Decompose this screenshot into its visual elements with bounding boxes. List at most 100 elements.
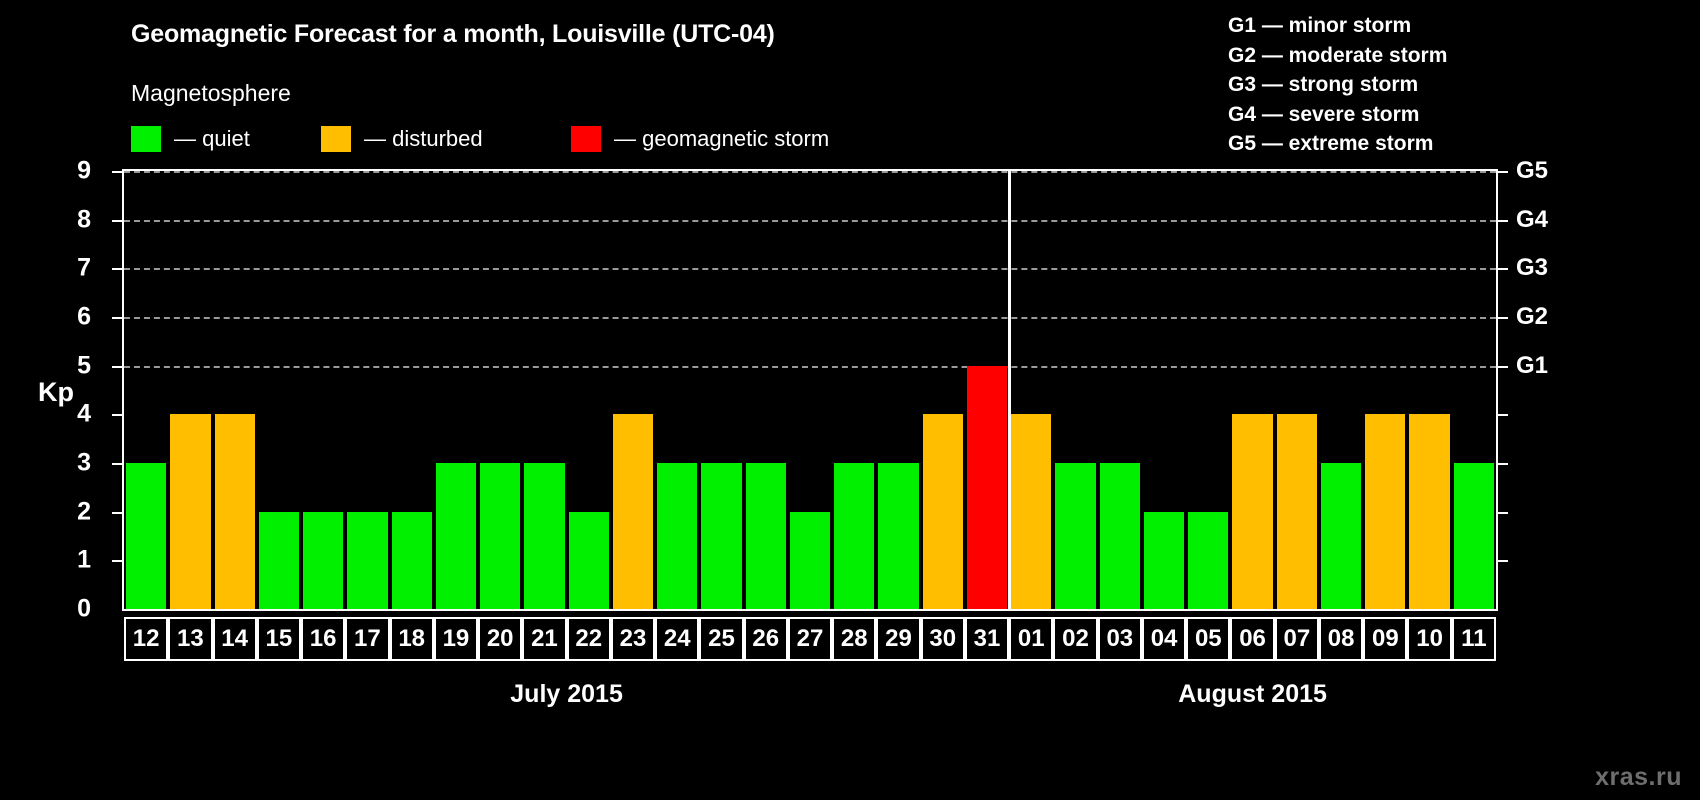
legend-storm: — geomagnetic storm: [571, 126, 829, 152]
date-label-10-aug: 10: [1407, 617, 1452, 661]
y-tick-label-0: 0: [77, 594, 91, 623]
bar-17: [347, 511, 388, 609]
bar-02: [1055, 463, 1096, 609]
y-tick-mark-1: [112, 560, 122, 563]
y-tick-label-2: 2: [77, 497, 91, 526]
storm-scale-row-g3: G3 — strong storm: [1228, 73, 1419, 96]
page-title: Geomagnetic Forecast for a month, Louisv…: [131, 20, 775, 48]
date-axis: 12 13 14 15 16 17 18 19 20 21 22 23 24 25 26 27 28 29 30 31…: [124, 617, 1496, 661]
g-tick-mark-minor-3: [1498, 463, 1508, 465]
y-tick-label-4: 4: [77, 399, 91, 428]
y-tick-label-7: 7: [77, 253, 91, 282]
g-tick-label-g5: G5: [1516, 157, 1549, 184]
g-tick-mark-g4: [1498, 219, 1508, 222]
date-label-06-aug: 06: [1230, 617, 1275, 661]
date-label-08-aug: 08: [1318, 617, 1364, 661]
date-label-25-jul: 25: [699, 617, 744, 661]
bar-10: [1409, 414, 1450, 609]
bar-09: [1365, 414, 1406, 609]
date-label-31-jul: 31: [964, 617, 1010, 661]
y-tick-mark-5: [112, 365, 122, 368]
legend-storm-label: — geomagnetic storm: [614, 126, 830, 151]
y-tick-mark-7: [112, 268, 122, 271]
y-tick-mark-6: [112, 317, 122, 319]
date-label-29-jul: 29: [876, 617, 921, 661]
date-label-07-aug: 07: [1274, 617, 1319, 661]
y-tick-mark-9: [112, 171, 122, 173]
bar-19: [435, 463, 477, 609]
bar-28: [834, 463, 875, 609]
plot-area: [122, 169, 1498, 611]
y-tick-mark-2: [112, 511, 122, 514]
legend-disturbed: — disturbed: [321, 126, 483, 152]
g-tick-label-g3: G3: [1516, 254, 1549, 282]
date-label-09-aug: 09: [1363, 617, 1408, 661]
date-label-26-jul: 26: [743, 617, 788, 661]
y-tick-mark-3: [112, 463, 122, 465]
g-tick-mark-g3: [1498, 268, 1508, 271]
bar-30: [922, 414, 963, 609]
gridline-kp-9: [124, 171, 1496, 173]
bar-26: [745, 463, 786, 609]
y-tick-label-3: 3: [77, 448, 91, 477]
bar-27: [789, 511, 831, 609]
subtitle-magnetosphere: Magnetosphere: [131, 80, 291, 106]
storm-scale-row-g1: G1 — minor storm: [1228, 14, 1412, 37]
y-tick-label-1: 1: [77, 545, 91, 574]
bar-05: [1188, 511, 1229, 609]
legend-quiet: — quiet: [131, 126, 250, 152]
y-tick-label-5: 5: [77, 351, 91, 380]
legend-disturbed-label: — disturbed: [364, 126, 483, 151]
month-caption-august: August 2015: [1178, 680, 1327, 708]
bar-22: [568, 511, 609, 609]
g-tick-mark-g1: [1498, 365, 1508, 368]
date-label-17-jul: 17: [345, 617, 390, 661]
legend-storm-swatch-icon: [571, 126, 601, 152]
date-label-02-aug: 02: [1053, 617, 1098, 661]
month-caption-july: July 2015: [510, 680, 623, 708]
g-tick-label-g2: G2: [1516, 303, 1549, 330]
date-label-04-aug: 04: [1141, 617, 1187, 661]
g-tick-mark-g2: [1498, 317, 1508, 319]
gridline-kp-5: [124, 365, 1496, 368]
y-tick-label-6: 6: [77, 302, 91, 331]
storm-scale-row-g4: G4 — severe storm: [1228, 102, 1420, 126]
bar-21: [524, 463, 565, 609]
y-tick-label-9: 9: [77, 156, 91, 185]
bar-15: [258, 511, 300, 609]
y-tick-mark-8: [112, 219, 122, 222]
bar-20: [480, 463, 521, 609]
date-label-14-jul: 14: [212, 617, 257, 661]
bar-31: [966, 365, 1008, 609]
bar-04: [1143, 511, 1185, 609]
date-label-18-jul: 18: [389, 617, 434, 661]
month-divider: [1007, 171, 1011, 609]
date-label-03-aug: 03: [1097, 617, 1142, 661]
bar-25: [701, 463, 742, 609]
g-tick-label-g1: G1: [1516, 351, 1549, 379]
g-tick-mark-g5: [1498, 171, 1508, 173]
y-tick-label-8: 8: [77, 205, 91, 234]
g-tick-mark-minor-1: [1498, 560, 1508, 563]
date-label-27-jul: 27: [787, 617, 833, 661]
bar-29: [878, 463, 919, 609]
storm-scale-row-g5: G5 — extreme storm: [1228, 132, 1434, 155]
date-label-13-jul: 13: [168, 617, 213, 661]
date-label-19-jul: 19: [433, 617, 479, 661]
bar-18: [391, 511, 432, 609]
bar-06: [1232, 414, 1273, 609]
date-label-21-jul: 21: [522, 617, 567, 661]
bar-24: [657, 463, 698, 609]
storm-scale-key: G1 — minor storm G2 — moderate storm G3 — …: [1228, 11, 1447, 159]
bar-01: [1011, 414, 1052, 609]
storm-scale-row-g2: G2 — moderate storm: [1228, 43, 1448, 67]
legend-disturbed-swatch-icon: [321, 126, 351, 152]
g-tick-mark-minor-4: [1498, 414, 1508, 417]
bar-03: [1099, 463, 1140, 609]
date-label-23-jul: 23: [610, 617, 656, 661]
y-tick-mark-4: [112, 414, 122, 417]
legend-quiet-swatch-icon: [131, 126, 161, 152]
gridline-kp-8: [124, 219, 1496, 222]
g-tick-mark-minor-2: [1498, 511, 1508, 514]
date-label-15-jul: 15: [256, 617, 302, 661]
